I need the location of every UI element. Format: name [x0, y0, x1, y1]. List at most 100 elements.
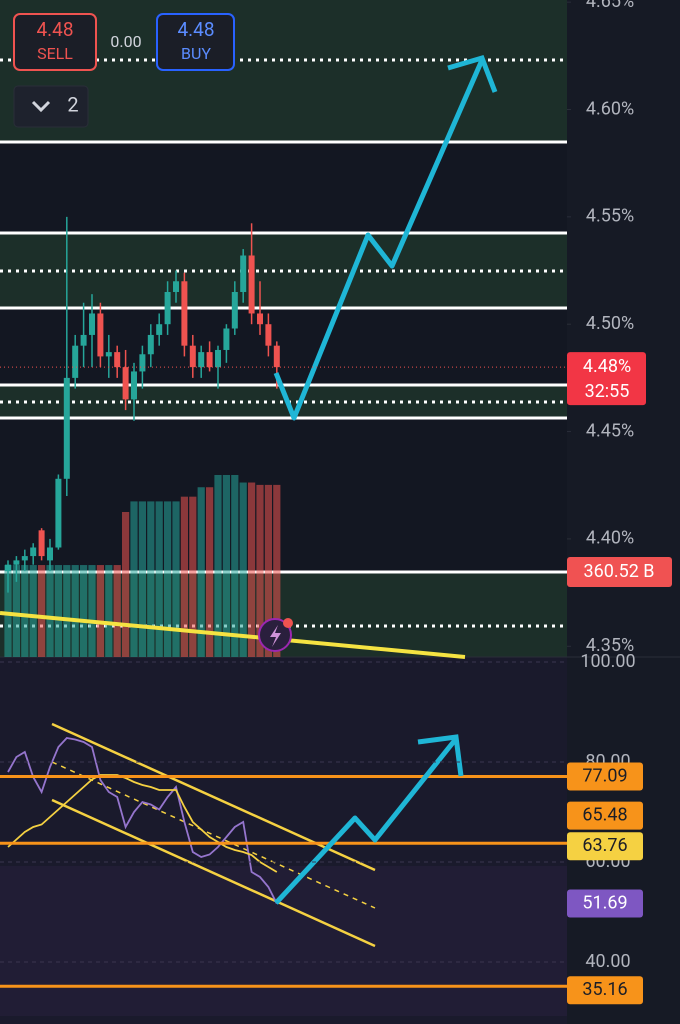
- candle-body: [240, 255, 247, 292]
- volume-bar: [54, 565, 62, 657]
- volume-bar: [4, 565, 12, 657]
- candle-body: [13, 560, 20, 565]
- volume-bar: [155, 501, 163, 657]
- rsi-arrow: [274, 738, 457, 905]
- volume-badge: [567, 557, 672, 587]
- candle-body: [38, 530, 45, 557]
- volume-bar: [264, 484, 272, 657]
- volume-bar: [88, 565, 96, 657]
- volume-bar: [46, 565, 54, 657]
- level-label: 77.09: [582, 765, 627, 786]
- rsi-line: [7, 774, 278, 873]
- y-tick-label: 4.45%: [586, 420, 634, 441]
- layers-button[interactable]: [13, 85, 89, 128]
- candle-body: [181, 281, 188, 346]
- volume-bar: [147, 501, 155, 657]
- volume-layer: [4, 474, 281, 657]
- channel-line: [51, 798, 376, 948]
- volume-bar: [96, 565, 104, 657]
- sell-button[interactable]: [13, 13, 97, 71]
- y-tick-label: 4.55%: [586, 206, 634, 227]
- volume-bar: [105, 565, 113, 657]
- candle-body: [80, 334, 87, 346]
- y-tick-label: 4.40%: [586, 528, 634, 549]
- candle-body: [156, 324, 163, 335]
- candle-layer: [5, 216, 280, 593]
- buy-price: 4.48: [177, 18, 214, 41]
- level-badge: [567, 801, 643, 830]
- volume-bar: [71, 565, 79, 657]
- level-label: 51.69: [582, 892, 627, 913]
- y-tick-label: 40.00: [585, 951, 630, 972]
- channel: [51, 722, 376, 948]
- volume-bar: [248, 482, 256, 657]
- candle-body: [215, 349, 221, 368]
- candle-body: [206, 352, 213, 368]
- level-badge: [567, 832, 643, 861]
- volume-bar: [80, 565, 88, 657]
- volume-bar: [63, 565, 71, 657]
- volume-label: 360.52 B: [583, 561, 654, 582]
- buy-button[interactable]: [156, 13, 235, 71]
- candle-body: [122, 367, 129, 400]
- volume-bar: [206, 487, 214, 657]
- candle-body: [105, 352, 112, 357]
- level-badge: [567, 976, 643, 1005]
- countdown: 32:55: [585, 381, 630, 402]
- volume-bar: [214, 474, 222, 657]
- candle-body: [273, 345, 280, 368]
- price-label: 4.48%: [583, 356, 631, 377]
- volume-bar: [180, 496, 188, 657]
- candle-body: [147, 334, 154, 355]
- level-label: 35.16: [582, 979, 627, 1000]
- volume-bar: [130, 501, 138, 657]
- candle-body: [47, 547, 53, 561]
- sell-price: 4.48: [36, 18, 73, 41]
- volume-bar: [38, 565, 46, 657]
- trend-line: [0, 611, 466, 659]
- channel-line: [51, 722, 376, 872]
- bolt: [270, 625, 281, 647]
- rsi-arrow-head: [417, 734, 464, 777]
- projection-arrow: [273, 58, 485, 421]
- spread: 0.00: [110, 32, 141, 51]
- volume-bar: [29, 565, 37, 657]
- candle-body: [257, 313, 263, 325]
- volume-bar: [256, 484, 264, 657]
- candle-body: [139, 354, 146, 372]
- candle-body: [223, 328, 230, 350]
- volume-bar: [231, 474, 239, 657]
- candle-body: [97, 313, 104, 357]
- volume-bar: [164, 501, 172, 657]
- y-tick-label: 4.35%: [586, 635, 634, 656]
- volume-bar: [21, 565, 29, 657]
- y-tick-label: 4.50%: [586, 313, 634, 334]
- candle-body: [173, 281, 179, 292]
- rsi-layer: [0, 737, 567, 988]
- candle-body: [198, 352, 205, 368]
- chevron: [31, 100, 51, 113]
- rsi-zone: [0, 866, 567, 1016]
- candle-body: [89, 313, 95, 335]
- volume-bar: [273, 484, 281, 657]
- candle-body: [231, 292, 238, 329]
- arrow-head: [447, 54, 498, 93]
- candle-body: [21, 556, 28, 561]
- volume-bar: [138, 501, 146, 657]
- candle-body: [30, 547, 37, 557]
- volume-bar: [197, 487, 205, 657]
- layers-count: 2: [67, 92, 78, 116]
- volume-bar: [122, 512, 130, 657]
- level-label: 65.48: [582, 804, 627, 825]
- y-tick-label: 4.60%: [586, 98, 634, 119]
- y-tick-label: 100.00: [580, 651, 635, 672]
- buy-label: BUY: [181, 44, 211, 63]
- volume-bar: [222, 474, 230, 657]
- volume-bar: [239, 482, 247, 657]
- alert-dot: [283, 618, 293, 628]
- volume-bar: [172, 501, 180, 657]
- price-badge: [567, 352, 646, 406]
- volume-bar: [189, 496, 197, 657]
- candle-body: [72, 345, 79, 378]
- candle-body: [265, 324, 272, 346]
